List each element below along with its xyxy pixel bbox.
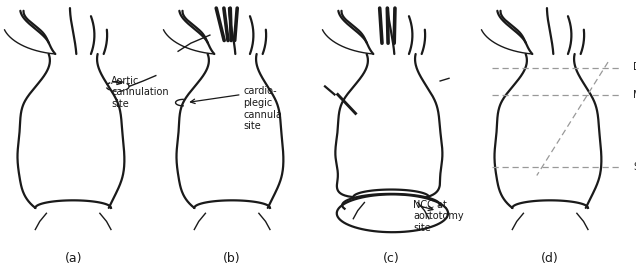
Text: (a): (a) (64, 252, 82, 265)
Text: Distal: Distal (633, 62, 636, 73)
Text: (d): (d) (541, 252, 559, 265)
Text: Aortic
cannulation
site: Aortic cannulation site (111, 76, 169, 109)
Text: cardio-
plegic
cannula
site: cardio- plegic cannula site (244, 86, 282, 131)
Text: Sinus: Sinus (633, 162, 636, 173)
Text: (c): (c) (383, 252, 399, 265)
Text: Mid: Mid (633, 89, 636, 100)
Text: NCC at
aortotomy
site: NCC at aortotomy site (413, 200, 464, 233)
Text: (b): (b) (223, 252, 241, 265)
